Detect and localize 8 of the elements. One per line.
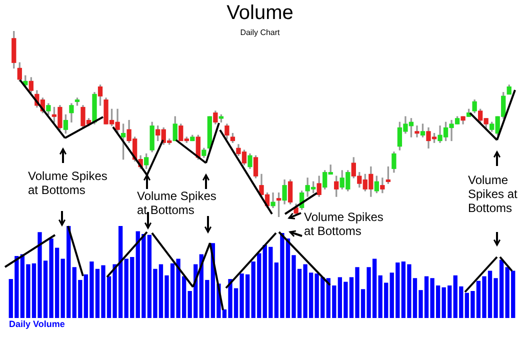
chart-title: Volume	[226, 2, 294, 25]
annotation: Volume Spikes at Bottoms	[28, 169, 108, 197]
annotation: Volume Spikes at Bottoms	[468, 173, 518, 215]
chart-subtitle: Daily Chart	[239, 28, 281, 37]
text: Daily Volume	[9, 319, 65, 330]
annotation: Volume Spikes at Bottoms	[304, 210, 384, 238]
annotation: Volume Spikes at Bottoms	[137, 189, 216, 217]
candlestick	[414, 126, 420, 138]
